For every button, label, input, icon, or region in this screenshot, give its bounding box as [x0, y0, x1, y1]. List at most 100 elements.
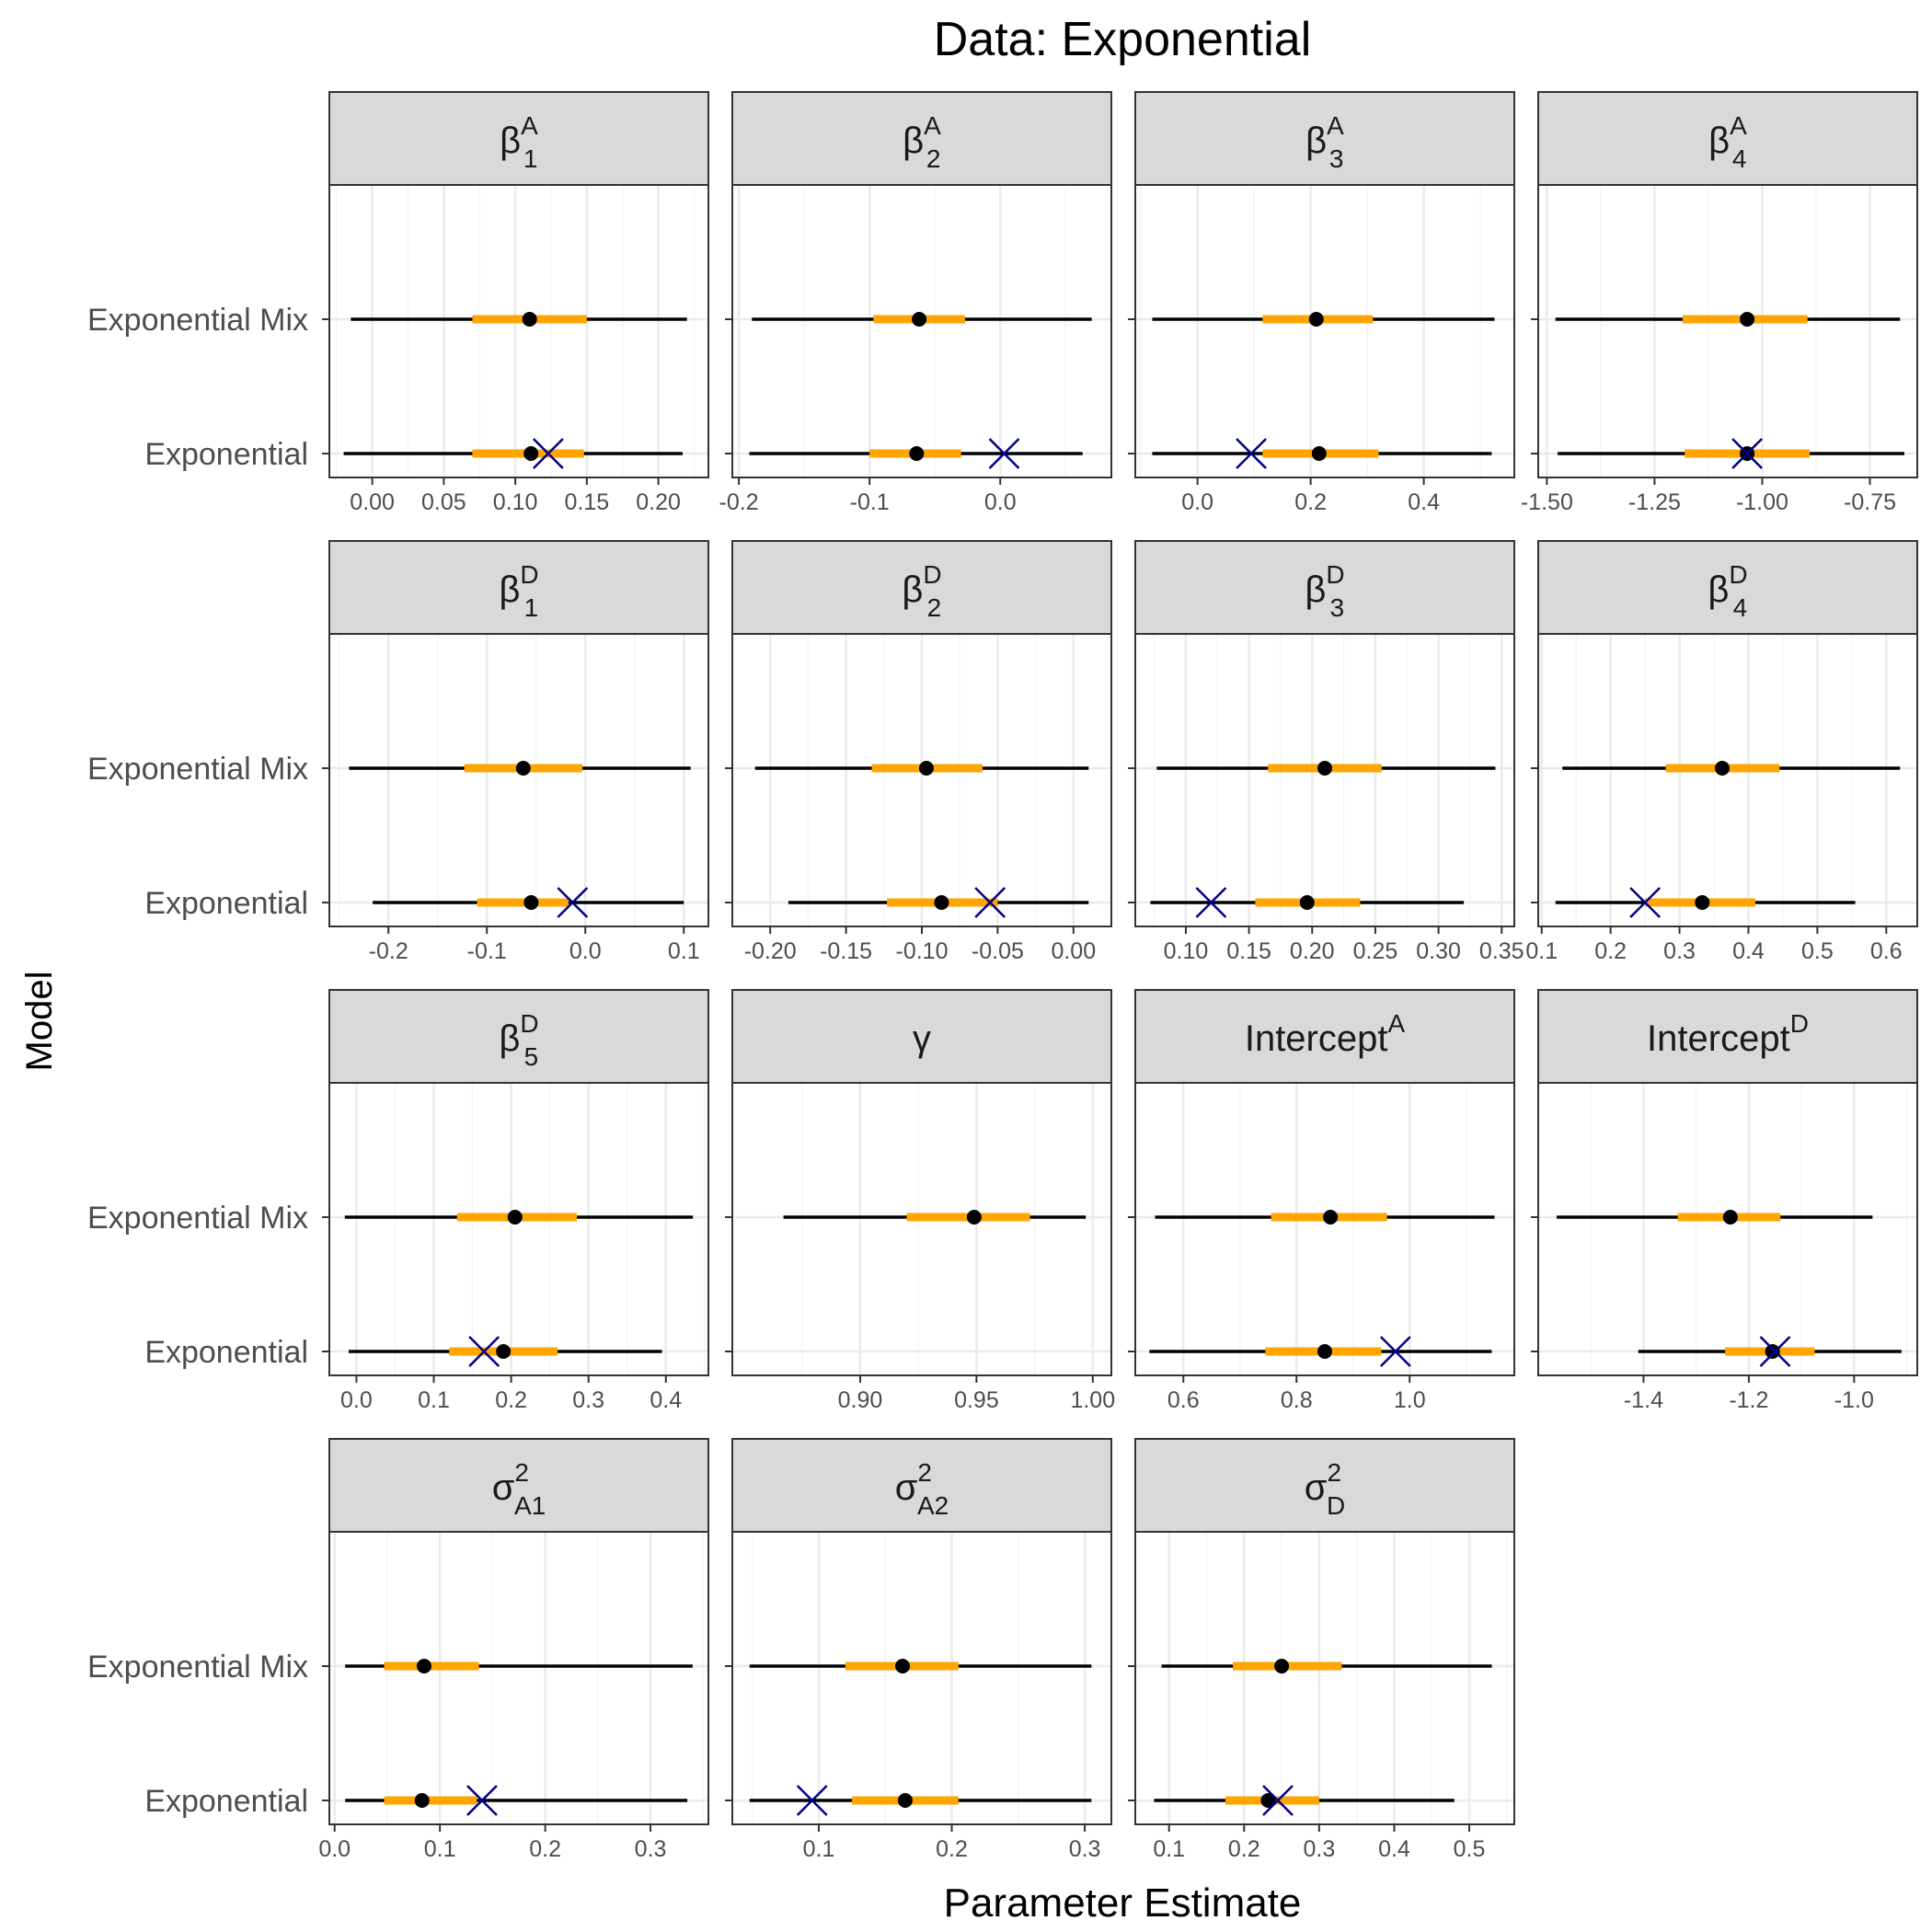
point-estimate: [522, 312, 537, 327]
point-estimate: [966, 1210, 982, 1225]
facet-panel: βA 1 0.00 0.05 0.10 0.15 0.20 Exponential Mix Ex…: [87, 91, 709, 515]
panel-background: [1135, 634, 1514, 926]
y-axis-title: Model: [19, 972, 60, 1072]
facet-panel: βD 1 -0.2 -0.1 0.0 0.1 Exponential Mix Exponent…: [87, 540, 709, 964]
x-tick-label: 0.25: [1353, 938, 1398, 964]
y-tick-label: Exponential: [144, 437, 308, 472]
facet-strip: [328, 91, 709, 186]
x-tick-label: 0.1: [1525, 938, 1558, 964]
facet-label: βA 1: [500, 111, 538, 173]
point-estimate: [1323, 1210, 1339, 1225]
facet-label: βD 5: [499, 1009, 538, 1071]
x-tick-label: -0.05: [972, 938, 1024, 964]
facet-panel: βD 4 0.1 0.2 0.3 0.4 0.5 0.6: [1525, 540, 1918, 964]
x-tick-label: 0.35: [1479, 938, 1524, 964]
facet-panel: γ 0.90 0.95 1.00: [725, 989, 1115, 1413]
x-tick-label: -1.50: [1521, 489, 1573, 515]
facet-panel: InterceptD -1.4 -1.2 -1.0: [1531, 989, 1918, 1413]
facet-panel: βD 5 0.0 0.1 0.2 0.3 0.4 Exponential Mix Exponen…: [87, 989, 709, 1413]
point-estimate: [912, 312, 927, 327]
panel-background: [732, 1083, 1111, 1375]
facet-label: βD 2: [902, 560, 941, 622]
x-tick-label: 0.3: [1303, 1836, 1335, 1862]
x-tick-label: 0.15: [1226, 938, 1271, 964]
x-tick-label: 0.0: [569, 938, 602, 964]
panel-border: [1537, 1082, 1918, 1376]
point-estimate: [523, 895, 539, 910]
true-value-marker: [1262, 1785, 1294, 1816]
facet-strip: [328, 989, 709, 1084]
x-tick-label: -1.00: [1736, 489, 1788, 515]
point-estimate: [515, 761, 531, 776]
true-value-marker: [468, 1336, 500, 1367]
panel-background: [1538, 1083, 1917, 1375]
panel-background: [1538, 634, 1917, 926]
x-tick-label: 0.2: [529, 1836, 561, 1862]
x-tick-label: 0.6: [1870, 938, 1903, 964]
y-tick-label: Exponential: [144, 1335, 308, 1370]
point-estimate: [1765, 1344, 1780, 1359]
true-value-marker: [1236, 438, 1267, 469]
facet-label: βD 4: [1708, 560, 1747, 622]
panel-border: [1134, 1082, 1515, 1376]
panel-border: [328, 633, 709, 927]
panel-background: [1135, 1083, 1514, 1375]
y-tick-label: Exponential Mix: [87, 1650, 308, 1685]
facet-strip: [731, 540, 1112, 635]
point-estimate: [1317, 761, 1332, 776]
true-value-marker: [557, 887, 589, 918]
facet-strip: [731, 989, 1112, 1084]
x-tick-label: 0.10: [1164, 938, 1209, 964]
x-tick-label: 0.2: [936, 1836, 968, 1862]
facet-panel: βA 4 -1.50 -1.25 -1.00 -0.75: [1521, 91, 1918, 515]
point-estimate: [507, 1210, 523, 1225]
x-tick-label: 0.00: [1051, 938, 1096, 964]
x-tick-label: -1.2: [1729, 1387, 1768, 1413]
facet-strip: [1537, 540, 1918, 635]
true-value-marker: [1731, 438, 1763, 469]
point-estimate: [496, 1344, 512, 1359]
y-tick-label: Exponential Mix: [87, 752, 308, 787]
x-tick-label: 0.1: [803, 1836, 835, 1862]
x-tick-label: 0.8: [1281, 1387, 1313, 1413]
facet-label: σ2 D: [1305, 1458, 1346, 1520]
facet-panel: σ2 A2 0.1 0.2 0.3: [725, 1438, 1112, 1862]
x-tick-label: 0.05: [421, 489, 466, 515]
x-tick-label: -0.2: [719, 489, 759, 515]
panel-border: [328, 1082, 709, 1376]
x-tick-label: 0.10: [493, 489, 538, 515]
facet-panel: InterceptA 0.6 0.8 1.0: [1128, 989, 1515, 1413]
x-tick-label: 0.4: [1732, 938, 1765, 964]
point-estimate: [897, 1793, 913, 1808]
x-tick-label: 0.30: [1416, 938, 1461, 964]
x-tick-label: -0.1: [850, 489, 890, 515]
facet-strip: [1537, 989, 1918, 1084]
point-estimate: [1740, 312, 1755, 327]
facet-strip: [1134, 989, 1515, 1084]
x-tick-label: 0.3: [635, 1836, 667, 1862]
facet-strip: [328, 540, 709, 635]
true-value-marker: [796, 1785, 828, 1816]
x-tick-label: 0.2: [1594, 938, 1627, 964]
panel-background: [1135, 185, 1514, 477]
panel-background: [1135, 1532, 1514, 1824]
point-estimate: [1722, 1210, 1738, 1225]
point-estimate: [1299, 895, 1315, 910]
x-tick-label: 1.0: [1394, 1387, 1426, 1413]
x-tick-label: 0.4: [1408, 489, 1440, 515]
true-value-marker: [988, 438, 1020, 469]
facet-label: βA 2: [903, 111, 941, 173]
y-tick-label: Exponential Mix: [87, 1201, 308, 1236]
point-estimate: [1274, 1659, 1290, 1673]
x-tick-label: 0.2: [1294, 489, 1327, 515]
facet-label: σ2 A1: [492, 1458, 546, 1520]
true-value-marker: [974, 887, 1006, 918]
x-tick-label: 0.1: [1153, 1836, 1185, 1862]
facet-label: βA 3: [1305, 111, 1344, 173]
point-estimate: [1715, 761, 1731, 776]
x-tick-label: -0.10: [896, 938, 949, 964]
x-tick-label: -0.1: [467, 938, 507, 964]
x-tick-label: 0.3: [1663, 938, 1696, 964]
facet-panel: βA 3 0.0 0.2 0.4: [1128, 91, 1515, 515]
